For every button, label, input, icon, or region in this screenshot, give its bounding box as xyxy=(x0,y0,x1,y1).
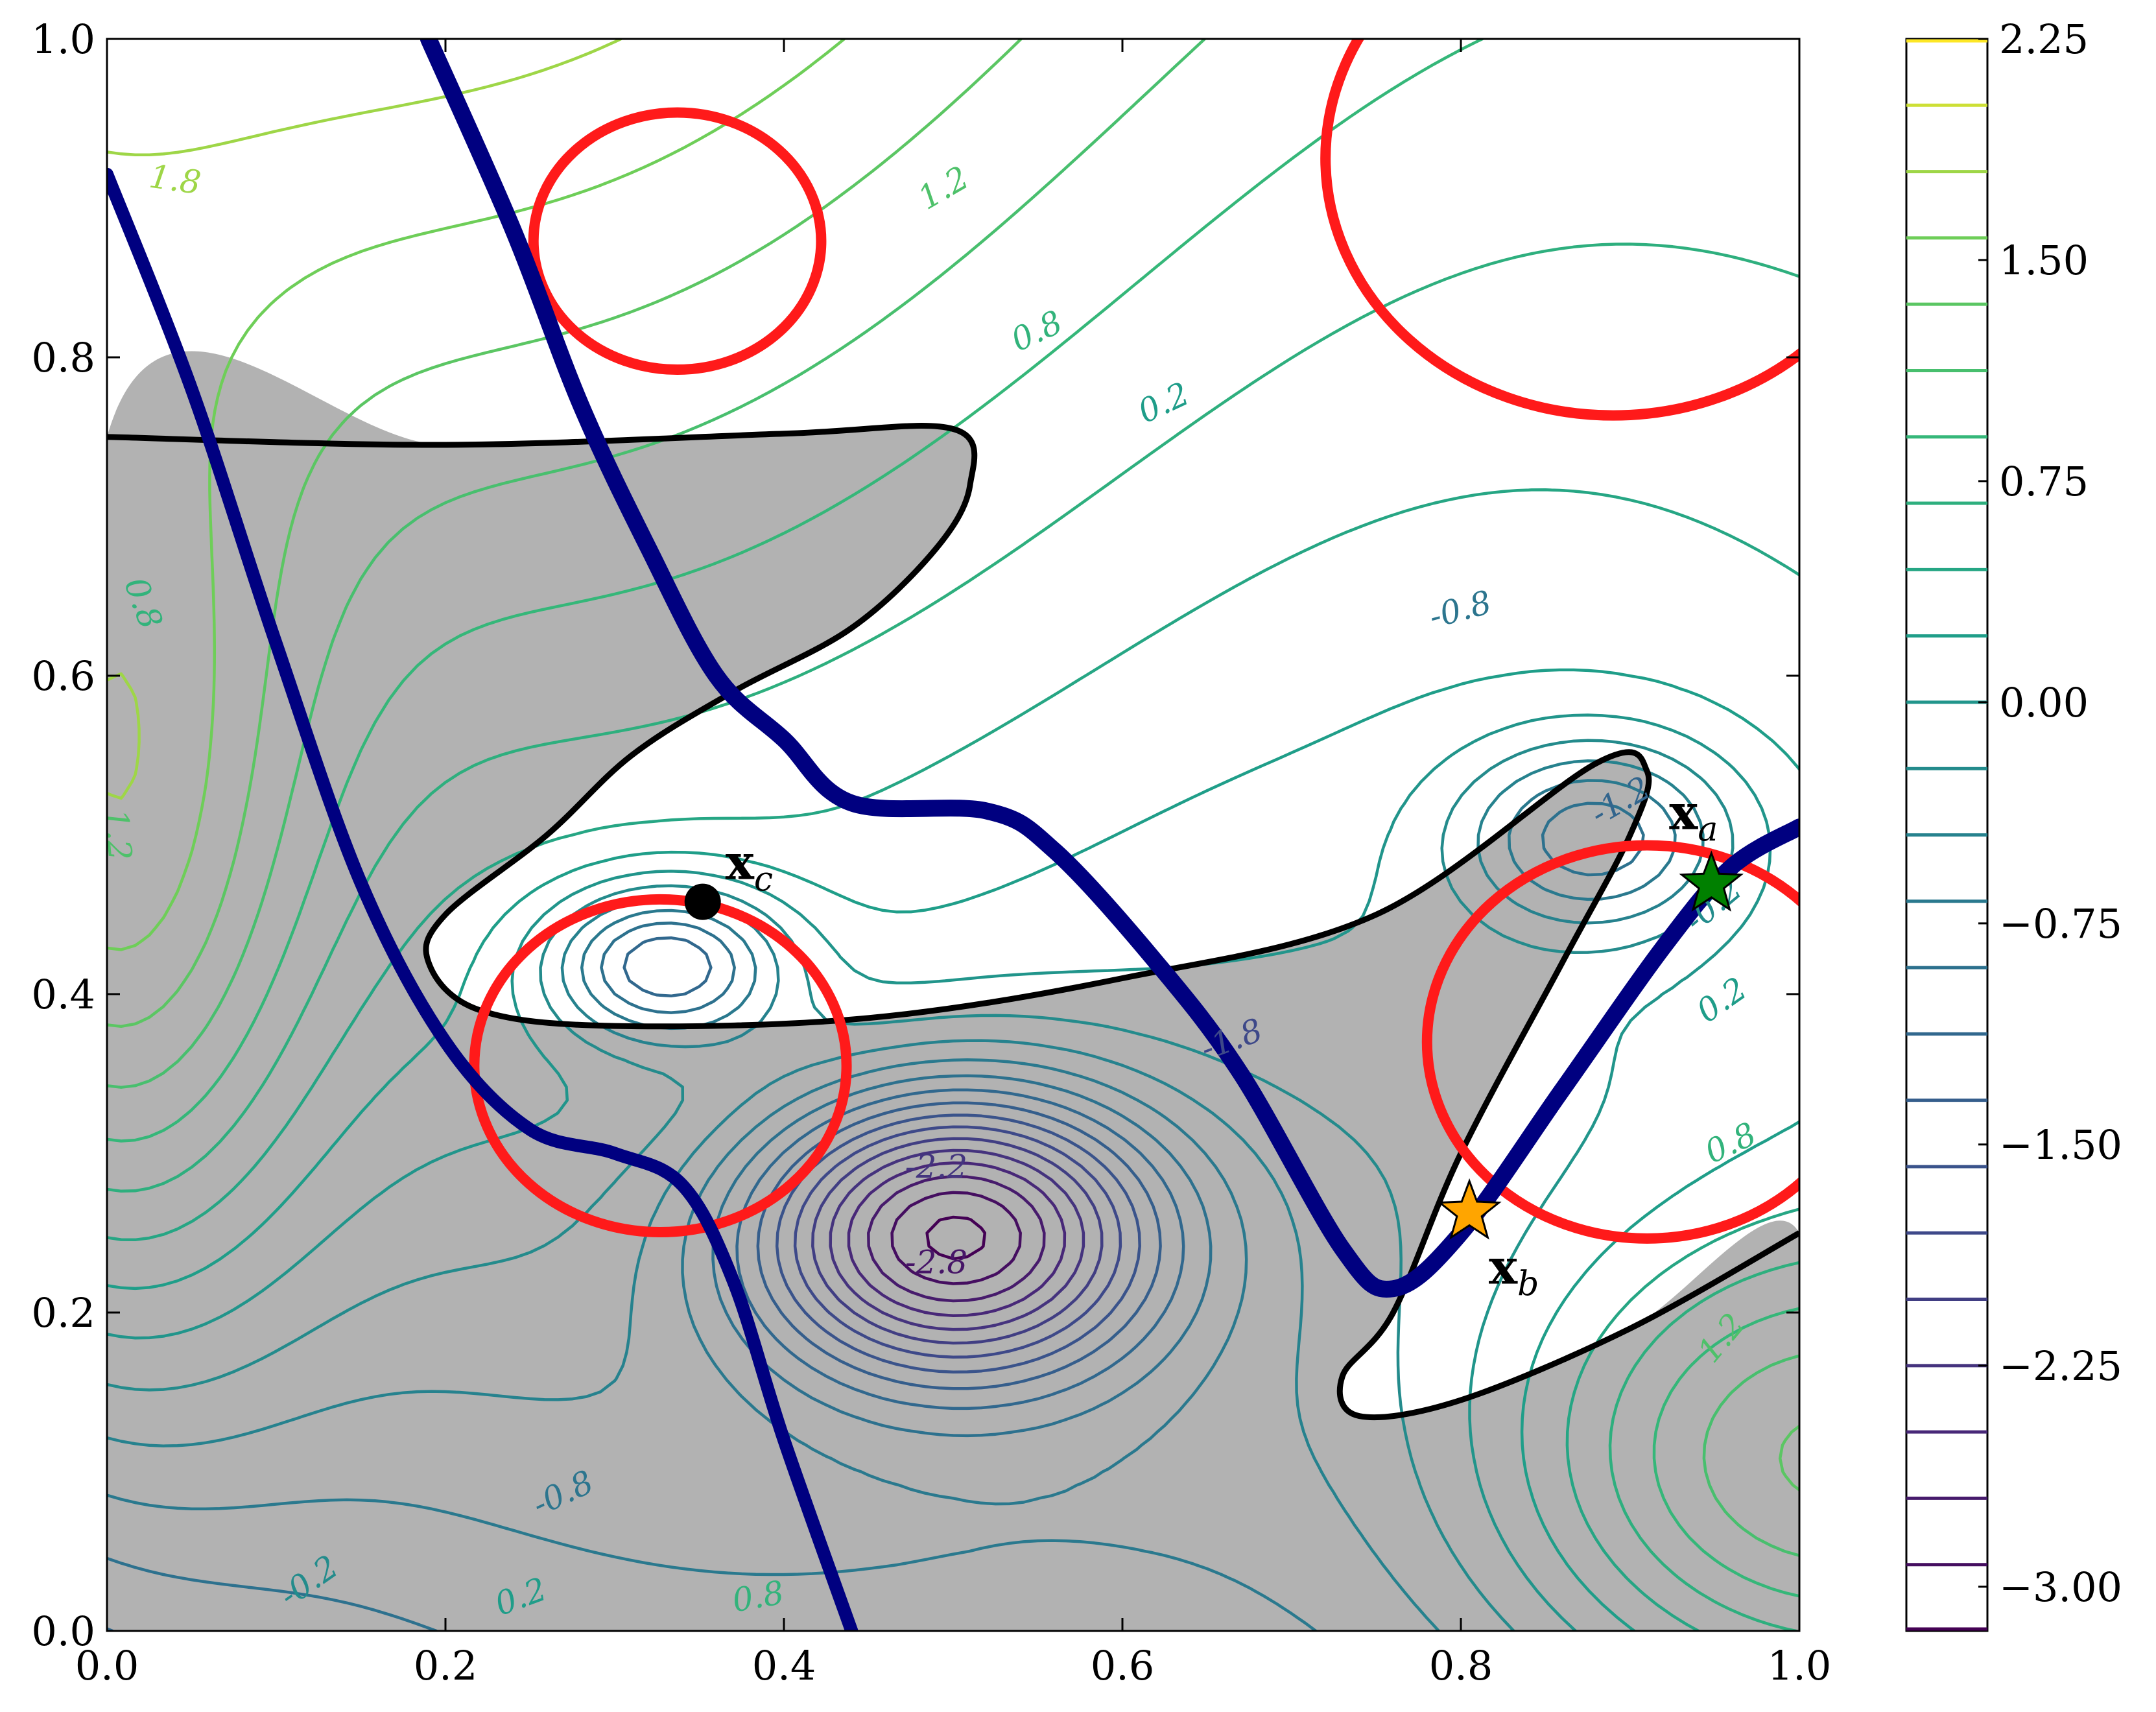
colorbar-tick-label-2: 0.75 xyxy=(1999,458,2089,505)
y-tick-label-1: 0.2 xyxy=(31,1289,95,1337)
y-tick-label-5: 1.0 xyxy=(31,16,95,63)
feasible-boundary-line xyxy=(107,423,1799,1421)
contour-label-0: 1.8 xyxy=(147,158,204,202)
plot-area: 1.8 1.20.80.2-0.8-1.2-0.20.20.81.2-1.8-2.… xyxy=(97,39,1799,1631)
infeasible-region xyxy=(107,351,1799,1631)
y-axis: 0.0 0.2 0.4 0.6 0.8 1.0 xyxy=(31,16,1799,1655)
contour-level-5 xyxy=(811,1137,1104,1345)
colorbar-ticks: 2.25 1.50 0.75 0.00 −0.75 −1.50 −2.25 −3.00 xyxy=(1978,16,2122,1611)
point-a-label: xa xyxy=(1669,785,1718,850)
contour-label-12: -2.8 xyxy=(905,1243,967,1281)
blue-paths xyxy=(107,39,1799,1631)
colorbar-level-lines xyxy=(1906,39,1987,1631)
contour-level-4 xyxy=(829,1148,1085,1331)
point-b-label: xb xyxy=(1489,1239,1539,1303)
y-tick-label-3: 0.6 xyxy=(31,652,95,700)
contour-level-3 xyxy=(847,1161,1067,1317)
contour-level-19 xyxy=(107,39,1799,1557)
blue-curve-0 xyxy=(107,167,859,1631)
contour-level-0 xyxy=(925,1215,987,1261)
infeasible-area xyxy=(107,351,1799,1631)
y-tick-label-0: 0.0 xyxy=(31,1608,95,1655)
y-tick-label-2: 0.4 xyxy=(31,971,95,1018)
point-c-marker xyxy=(684,883,721,920)
feasibility-boundary xyxy=(107,423,1799,1421)
blue-curve-1 xyxy=(420,39,1799,1298)
colorbar-tick-label-6: −2.25 xyxy=(1999,1342,2122,1390)
colorbar-tick-label-1: 1.50 xyxy=(1999,237,2089,284)
colorbar: 2.25 1.50 0.75 0.00 −0.75 −1.50 −2.25 −3.00 xyxy=(1905,16,2122,1632)
contour-lines xyxy=(107,39,1799,1631)
colorbar-tick-label-3: 0.00 xyxy=(1999,679,2089,726)
red-circle-0 xyxy=(528,107,827,375)
contour-level-17 xyxy=(107,243,1799,1631)
contour-level-8 xyxy=(756,1101,1162,1390)
contour-level-16 xyxy=(107,488,1799,1631)
points: xc xa xb xyxy=(684,785,1744,1303)
x-tick-label-0: 0.0 xyxy=(75,1642,139,1689)
red-circles xyxy=(469,39,1799,1244)
x-tick-label-3: 0.6 xyxy=(1091,1642,1155,1689)
x-tick-label-5: 1.0 xyxy=(1768,1642,1832,1689)
colorbar-tick-label-7: −3.00 xyxy=(1999,1563,2122,1611)
x-tick-label-4: 0.8 xyxy=(1429,1642,1493,1689)
x-axis: 0.0 0.2 0.4 0.6 0.8 1.0 xyxy=(75,39,1832,1689)
point-a-marker xyxy=(1679,850,1744,912)
x-tick-label-1: 0.2 xyxy=(414,1642,478,1689)
red-circle-2 xyxy=(1421,840,1799,1244)
red-circle-1 xyxy=(469,894,852,1238)
y-tick-label-4: 0.8 xyxy=(31,334,95,381)
contour-level-11 xyxy=(107,779,1677,1631)
contour-label-14: 1.2 xyxy=(97,807,139,862)
colorbar-tick-label-4: −0.75 xyxy=(1999,900,2122,947)
contour-level-6 xyxy=(793,1125,1122,1359)
point-c-label: xc xyxy=(726,835,773,899)
contour-level-2 xyxy=(867,1174,1046,1303)
contour-label-11: -2.2 xyxy=(905,1148,967,1185)
colorbar-tick-label-0: 2.25 xyxy=(1999,16,2089,63)
x-tick-label-2: 0.4 xyxy=(752,1642,816,1689)
plot-frame xyxy=(106,38,1801,1632)
contour-level-22 xyxy=(107,39,622,800)
colorbar-tick-label-5: −1.50 xyxy=(1999,1121,2122,1169)
contour-level-1 xyxy=(890,1191,1022,1285)
contour-label-18: 0.8 xyxy=(729,1573,787,1619)
contour-level-21 xyxy=(107,39,846,951)
red-circle-3 xyxy=(1320,39,1799,421)
point-b-marker xyxy=(1437,1178,1502,1240)
